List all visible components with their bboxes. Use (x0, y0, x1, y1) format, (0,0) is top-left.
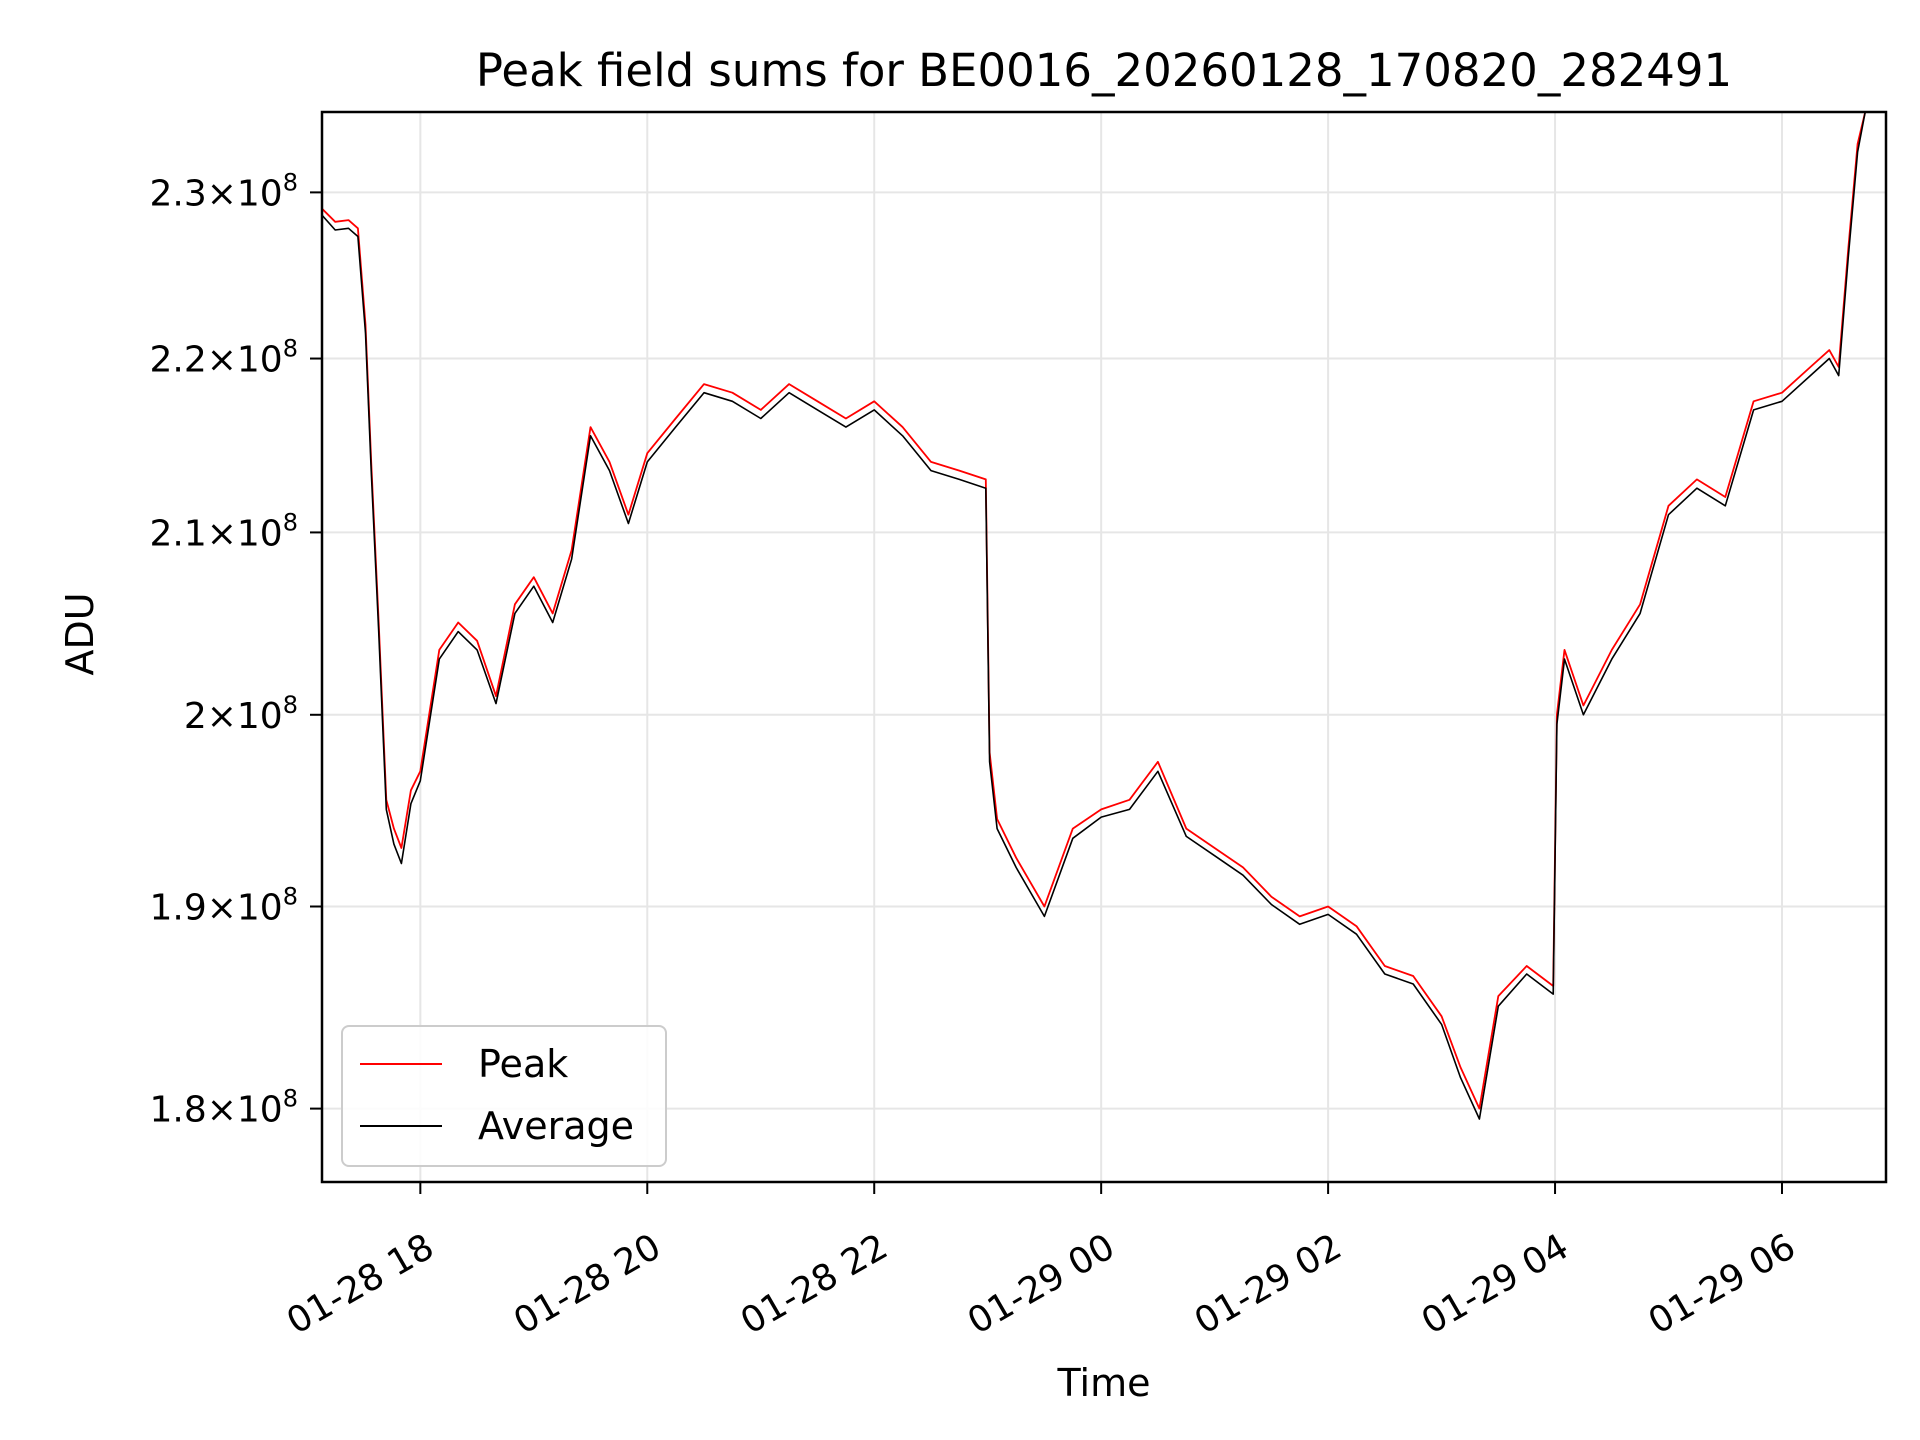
y-tick-exponent: 8 (283, 335, 298, 363)
series-line-average (322, 112, 1866, 1120)
y-tick-mantissa: 2.3 (149, 173, 206, 214)
y-tick-times: ×10 (207, 340, 283, 381)
y-tick-mantissa: 1.8 (149, 1090, 206, 1131)
y-tick-exponent: 8 (283, 508, 298, 536)
y-tick-label: 1.9×108 (149, 883, 298, 929)
y-tick-exponent: 8 (283, 883, 298, 911)
plot-frame (320, 110, 1888, 1184)
grid-lines (322, 112, 1886, 1182)
chart-title: Peak field sums for BE0016_20260128_1708… (476, 44, 1732, 97)
y-tick-exponent: 8 (283, 1085, 298, 1113)
y-tick-label: 2.3×108 (149, 168, 298, 214)
series-lines (322, 112, 1867, 1120)
y-tick-mantissa: 2.2 (149, 340, 206, 381)
y-tick-times: ×10 (207, 1090, 283, 1131)
y-tick-times: ×10 (207, 888, 283, 929)
y-tick-times: ×10 (207, 696, 283, 737)
series-line-peak (322, 112, 1867, 1110)
legend-label-peak: Peak (478, 1042, 568, 1086)
y-tick-label: 2.1×108 (149, 508, 298, 554)
legend: Peak Average (341, 1025, 667, 1167)
y-tick-label: 2×108 (184, 691, 298, 737)
legend-label-average: Average (478, 1104, 634, 1148)
y-tick-mantissa: 2 (184, 696, 207, 737)
y-tick-times: ×10 (207, 513, 283, 554)
y-tick-mantissa: 2.1 (149, 513, 206, 554)
x-axis-label: Time (1057, 1361, 1151, 1405)
y-tick-label: 2.2×108 (149, 335, 298, 381)
y-tick-exponent: 8 (283, 168, 298, 196)
y-tick-mantissa: 1.9 (149, 888, 206, 929)
y-tick-exponent: 8 (283, 691, 298, 719)
y-tick-label: 1.8×108 (149, 1085, 298, 1131)
y-axis-label: ADU (58, 592, 102, 675)
legend-box (341, 1025, 667, 1167)
y-tick-times: ×10 (207, 173, 283, 214)
